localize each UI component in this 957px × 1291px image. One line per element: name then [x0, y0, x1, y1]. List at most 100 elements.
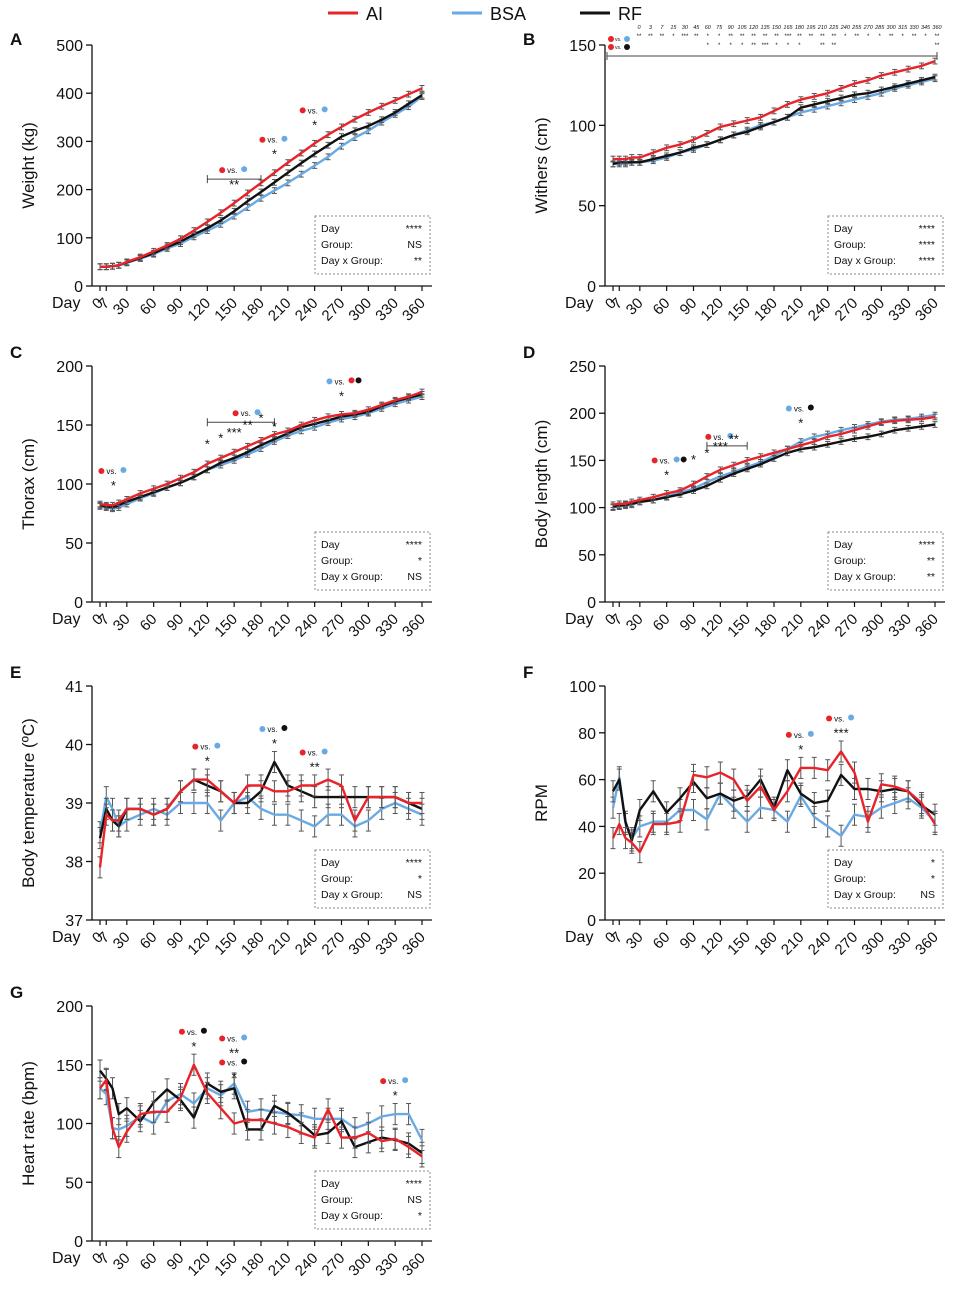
group-dot [848, 714, 855, 721]
legend-ai-label: AI [366, 4, 383, 24]
significance-stars: *** [227, 425, 242, 440]
group-dot [259, 726, 266, 733]
table-sig: ** [912, 34, 917, 40]
stats-label: Day [321, 223, 340, 235]
vs-label: vs. [308, 748, 318, 757]
group-dot [281, 725, 288, 732]
x-tick-label: 180 [238, 1250, 268, 1280]
significance-stars: ** [243, 418, 253, 433]
panel-letter: A [10, 30, 22, 49]
x-tick-label: 60 [137, 295, 161, 319]
y-tick-label: 50 [578, 199, 596, 216]
table-sig: ** [774, 34, 779, 40]
x-tick-label: 210 [265, 295, 295, 325]
group-dot [785, 405, 792, 412]
table-day: 15 [670, 25, 677, 31]
stats-label: Day x Group: [834, 255, 896, 267]
y-tick-label: 300 [56, 134, 83, 151]
group-dot [219, 1035, 226, 1042]
significance-annotation: ** vs. [219, 1034, 248, 1061]
stats-value: NS [407, 571, 422, 583]
x-tick-label: 270 [832, 611, 862, 641]
group-dot [254, 409, 261, 416]
x-tick-label: 30 [110, 611, 134, 635]
x-tick-label: 210 [265, 611, 295, 641]
x-tick-label: 120 [184, 295, 214, 325]
table-sig: ** [820, 34, 825, 40]
y-axis-title: Body temperature (ºC) [19, 718, 38, 888]
significance-annotation: vs. [206, 409, 275, 427]
table-day: 240 [840, 25, 851, 31]
table-day: 45 [693, 25, 700, 31]
y-tick-label: 100 [56, 231, 83, 248]
y-tick-label: 39 [65, 796, 83, 813]
x-tick-label: 330 [372, 295, 402, 325]
table-sig: ** [751, 34, 756, 40]
x-tick-label: 270 [319, 929, 349, 959]
x-tick-label: 300 [858, 929, 888, 959]
stats-box [314, 849, 431, 909]
group-dot [785, 731, 792, 738]
y-tick-label: 100 [569, 501, 596, 518]
stats-value: ** [927, 571, 935, 583]
y-tick-label: 150 [569, 453, 596, 470]
table-day: 225 [828, 25, 839, 31]
x-tick-label: 240 [292, 1250, 322, 1280]
vs-label: vs. [713, 433, 723, 442]
stats-label: Day [834, 223, 853, 235]
stats-value: **** [919, 255, 935, 267]
table-sig: * [707, 34, 710, 40]
y-tick-label: 150 [569, 38, 596, 55]
stats-label: Group: [321, 555, 353, 567]
x-tick-label: 150 [211, 1250, 241, 1280]
x-tick-label: 210 [778, 611, 808, 641]
table-sig: ** [751, 43, 756, 49]
group-dot [826, 715, 833, 722]
stats-value: **** [919, 223, 935, 235]
y-tick-label: 150 [56, 1058, 83, 1075]
panel-letter: E [10, 663, 21, 682]
table-day: 3 [649, 25, 653, 31]
x-tick-label: 360 [399, 1250, 429, 1280]
group-dot [727, 432, 734, 439]
x-tick-label: 180 [238, 295, 268, 325]
significance-stars: * [272, 736, 277, 751]
stats-value: **** [406, 223, 422, 235]
group-dot [380, 1078, 387, 1085]
group-dot [299, 107, 306, 114]
vs-label: vs. [241, 409, 251, 418]
table-sig: * [798, 43, 801, 49]
table-day: 330 [909, 25, 919, 31]
table-sig: ** [797, 34, 802, 40]
stats-label: Group: [321, 873, 353, 885]
vs-label: vs. [267, 725, 277, 734]
significance-stars: * [272, 147, 277, 162]
x-tick-label: 300 [345, 1250, 375, 1280]
table-sig: ** [660, 34, 665, 40]
stats-label: Group: [834, 873, 866, 885]
vs-label: vs. [615, 45, 621, 51]
x-tick-label: 270 [319, 1250, 349, 1280]
group-dot [807, 404, 814, 411]
stats-value: * [418, 1210, 422, 1222]
x-tick-label: 240 [805, 295, 835, 325]
x-tick-label: 120 [697, 295, 727, 325]
significance-stars: * [312, 117, 317, 132]
vs-label: vs. [227, 1035, 237, 1044]
significance-stars: * [258, 411, 263, 426]
table-day: 120 [749, 25, 759, 31]
series-line-ai [99, 1063, 423, 1158]
stats-value: **** [406, 539, 422, 551]
vs-label: vs. [267, 136, 277, 145]
x-tick-label: 30 [623, 611, 647, 635]
significance-annotation: * vs. [178, 1027, 207, 1054]
group-dot [608, 36, 614, 42]
y-axis-title: Body length (cm) [532, 420, 551, 549]
table-day: 75 [716, 25, 723, 31]
table-sig: * [787, 43, 790, 49]
x-tick-label: 360 [399, 295, 429, 325]
series-ai [610, 57, 938, 163]
significance-annotation: * vs. [651, 456, 687, 482]
table-sig: ** [763, 34, 768, 40]
